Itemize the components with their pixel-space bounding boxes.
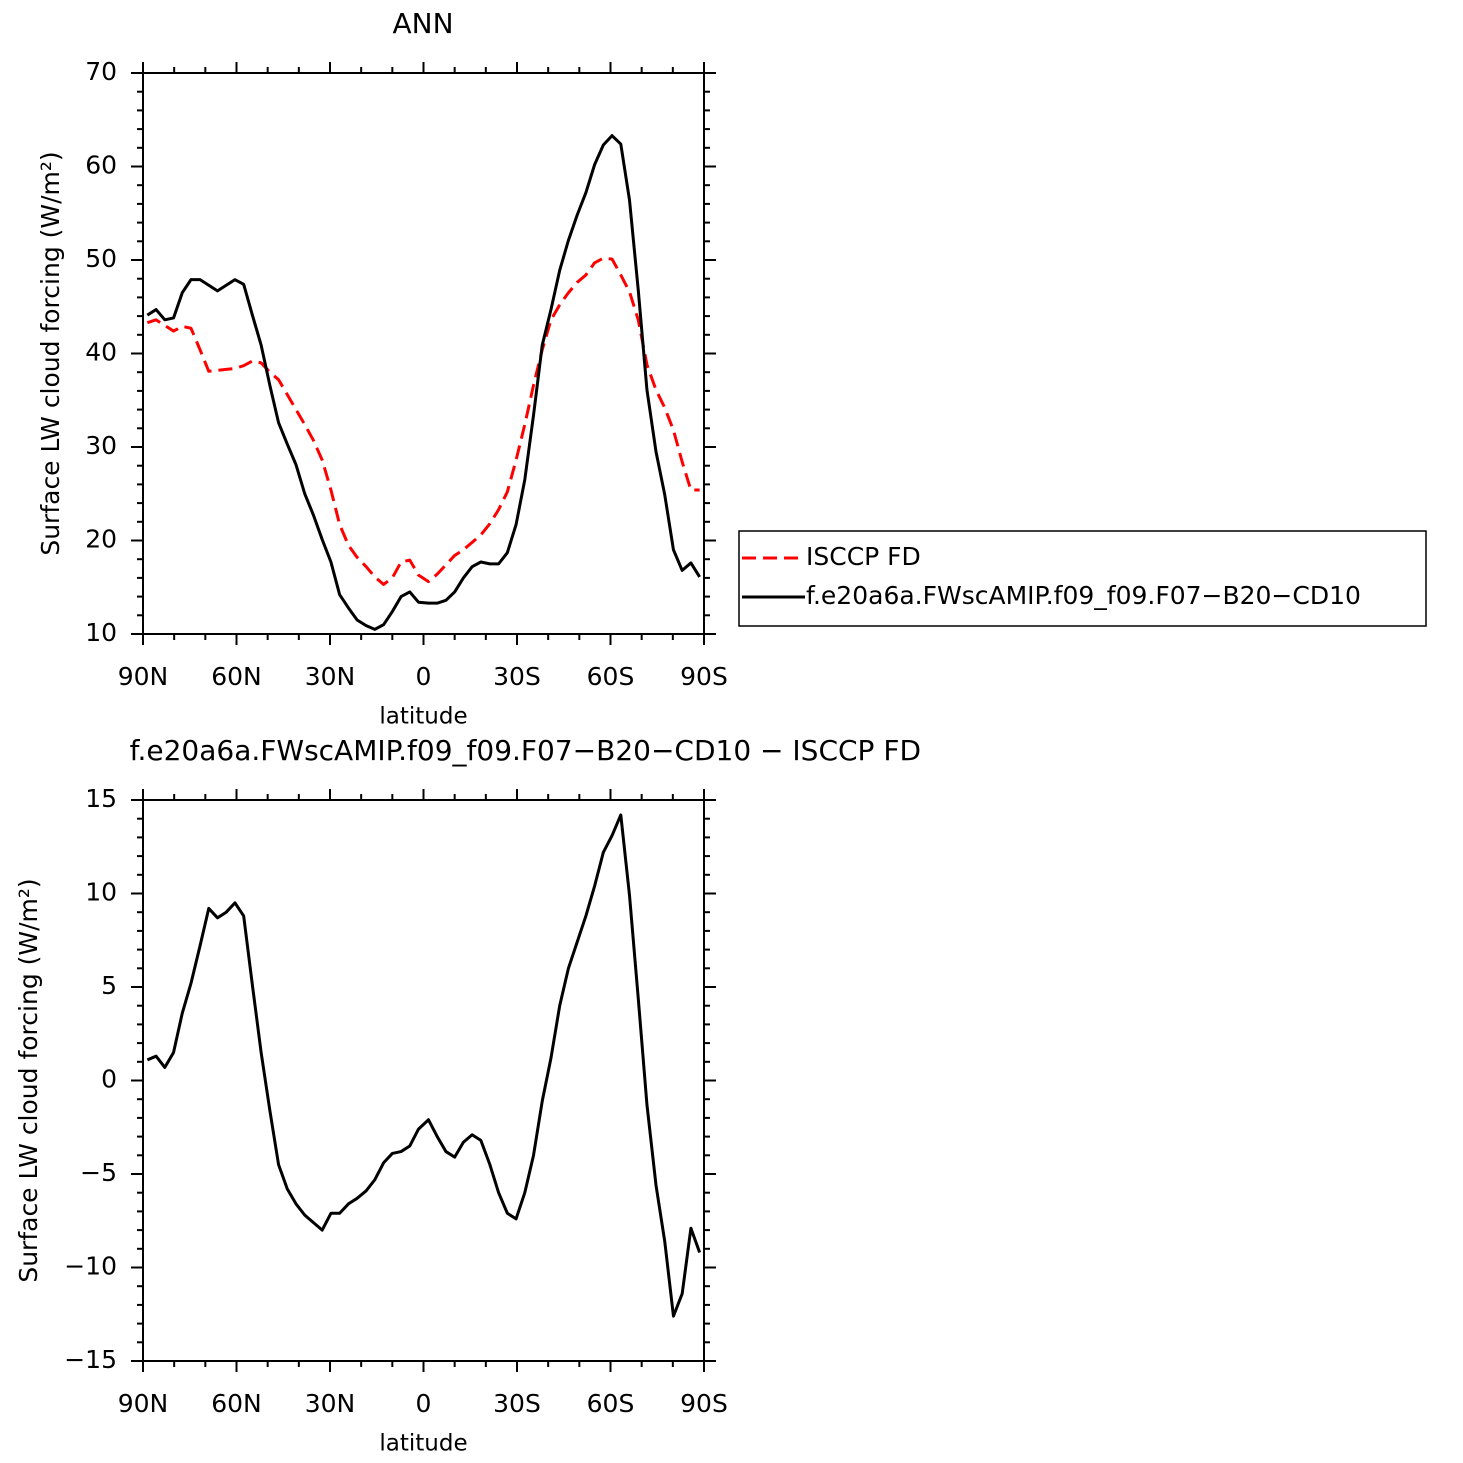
x-tick-label: 60N: [211, 1389, 262, 1418]
x-tick-label: 30S: [493, 662, 541, 691]
x-tick-label: 90S: [680, 662, 728, 691]
y-tick-label: 10: [85, 618, 117, 647]
y-tick-label: 70: [85, 57, 117, 86]
x-tick-label: 60S: [587, 1389, 635, 1418]
x-axis-label: latitude: [379, 1431, 467, 1457]
y-tick-label: −10: [64, 1252, 117, 1281]
x-axis-label: latitude: [379, 704, 467, 730]
x-tick-label: 0: [416, 662, 432, 691]
chart-title: f.e20a6a.FWscAMIP.f09_f09.F07−B20−CD10 −…: [130, 734, 921, 767]
y-tick-label: 40: [85, 338, 117, 367]
x-tick-label: 90S: [680, 1389, 728, 1418]
data-line: [146, 134, 701, 631]
x-tick-label: 30S: [493, 1389, 541, 1418]
y-tick-label: 0: [101, 1065, 117, 1094]
data-line: [146, 813, 702, 1318]
y-tick-label: 30: [85, 431, 117, 460]
y-tick-label: 60: [85, 151, 117, 180]
plot-frame: [142, 799, 705, 1362]
x-tick-label: 60S: [587, 662, 635, 691]
x-tick-label: 90N: [118, 662, 169, 691]
y-tick-label: −5: [80, 1158, 117, 1187]
y-axis-label: Surface LW cloud forcing (W/m²): [14, 878, 43, 1282]
x-tick-label: 30N: [305, 1389, 356, 1418]
y-tick-label: 50: [85, 244, 117, 273]
chart-title: ANN: [392, 7, 453, 40]
x-tick-label: 90N: [118, 1389, 169, 1418]
data-line: [146, 256, 700, 586]
x-tick-label: 0: [416, 1389, 432, 1418]
y-axis-label: Surface LW cloud forcing (W/m²): [36, 151, 65, 555]
legend-label: ISCCP FD: [806, 542, 921, 571]
plot-frame: [142, 72, 705, 635]
x-tick-label: 60N: [211, 662, 262, 691]
x-tick-label: 30N: [305, 662, 356, 691]
legend-box: [738, 530, 1427, 627]
y-tick-label: −15: [64, 1345, 117, 1374]
y-tick-label: 5: [101, 971, 117, 1000]
y-tick-label: 10: [85, 878, 117, 907]
y-tick-label: 15: [85, 784, 117, 813]
y-tick-label: 20: [85, 525, 117, 554]
legend-label: f.e20a6a.FWscAMIP.f09_f09.F07−B20−CD10: [806, 581, 1361, 610]
